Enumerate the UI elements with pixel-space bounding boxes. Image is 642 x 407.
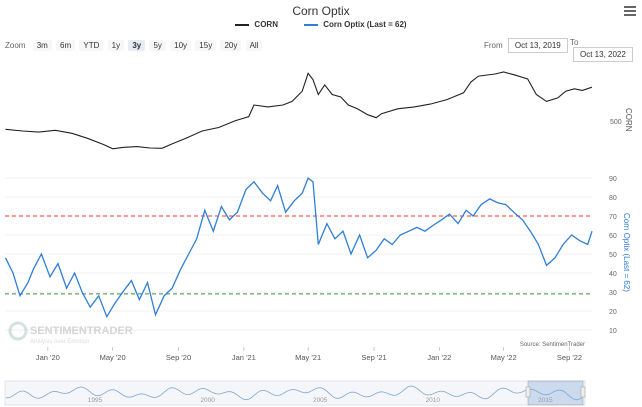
navigator-year-label: 1995 (88, 397, 103, 404)
navigator-year-label: 2005 (313, 397, 328, 404)
x-tick-label: May '20 (100, 353, 126, 362)
navigator-year-label: 2010 (426, 397, 441, 404)
range-from: From Oct 13, 2019 (484, 38, 568, 53)
optix-y-tick-label: 60 (609, 233, 617, 240)
x-tick-label: Sep '20 (166, 353, 191, 362)
navigator-left-handle[interactable] (525, 386, 531, 398)
corn-series-line (5, 71, 593, 150)
zoom-15y-button[interactable]: 15y (195, 40, 217, 51)
sentimentrader-watermark: SENTIMENTRADER Analysis over Emotion (8, 321, 133, 345)
x-tick-label: Jan '20 (36, 353, 60, 362)
legend-swatch-corn-optix (304, 23, 319, 26)
zoom-3y-button[interactable]: 3y (128, 40, 146, 51)
zoom-bar: Zoom 3m 6m YTD 1y 3y 5y 10y 15y 20y All (5, 40, 264, 53)
zoom-1y-button[interactable]: 1y (107, 40, 125, 51)
navigator-right-handle[interactable] (580, 386, 586, 398)
range-from-label: From (484, 41, 503, 50)
navigator-year-label: 2015 (538, 397, 553, 404)
x-tick-label: Jan '21 (232, 353, 256, 362)
navigator-year-label: 2000 (200, 397, 215, 404)
watermark-tagline: Analysis over Emotion (30, 339, 89, 345)
zoom-5y-button[interactable]: 5y (149, 40, 166, 51)
legend-swatch-corn (235, 23, 250, 26)
optix-y-tick-label: 50 (609, 252, 617, 259)
optix-y-tick-label: 40 (609, 271, 617, 278)
chart-title: Corn Optix (292, 4, 350, 18)
x-tick-label: Jan '22 (427, 353, 451, 362)
zoom-10y-button[interactable]: 10y (170, 40, 192, 51)
top-panel: CORN 500 (5, 71, 633, 150)
zoom-20y-button[interactable]: 20y (220, 40, 242, 51)
optix-y-tick-label: 70 (609, 214, 617, 221)
zoom-3m-button[interactable]: 3m (32, 40, 52, 51)
x-tick-label: May '22 (491, 353, 517, 362)
watermark-text: SENTIMENTRADER (30, 325, 133, 337)
optix-axis-label: Corn Optix (Last = 62) (622, 213, 631, 292)
x-tick-label: May '21 (295, 353, 321, 362)
navigator-series-line (5, 385, 583, 401)
range-to: To Oct 13, 2022 (570, 38, 642, 62)
optix-y-ticks: 10 20 30 40 50 60 70 80 90 (609, 176, 617, 335)
optix-y-tick-label: 80 (609, 195, 617, 202)
optix-y-tick-label: 30 (609, 290, 617, 297)
source-label: Source: SentimenTrader (520, 342, 585, 348)
x-tick-label: Sep '22 (557, 353, 582, 362)
zoom-label: Zoom (5, 41, 26, 50)
range-from-input[interactable]: Oct 13, 2019 (507, 38, 568, 53)
x-tick-label: Sep '21 (361, 353, 386, 362)
zoom-6m-button[interactable]: 6m (56, 40, 76, 51)
zoom-all-button[interactable]: All (245, 40, 263, 51)
legend-label-corn: CORN (254, 20, 278, 29)
bottom-panel: SENTIMENTRADER Analysis over Emotion 10 2… (4, 176, 631, 362)
chart-legend: CORN Corn Optix (Last = 62) (0, 20, 642, 29)
watermark-logo-icon (8, 321, 28, 341)
legend-item-corn[interactable]: CORN (235, 20, 278, 29)
optix-reference-lines (5, 215, 592, 295)
legend-label-corn-optix: Corn Optix (Last = 62) (323, 20, 407, 29)
optix-series-line (4, 176, 593, 319)
legend-item-corn-optix[interactable]: Corn Optix (Last = 62) (304, 20, 407, 29)
x-axis-ticks: Jan '20 May '20 Sep '20 Jan '21 May '21 Sep '… (36, 347, 582, 362)
navigator-year-labels: 1995 2000 2005 2010 2015 (88, 397, 553, 404)
corn-axis-label: CORN (624, 108, 633, 132)
navigator-selection[interactable] (527, 380, 584, 406)
optix-y-tick-label: 10 (609, 328, 617, 335)
zoom-ytd-button[interactable]: YTD (79, 40, 104, 51)
navigator[interactable]: 1995 2000 2005 2010 2015 (4, 380, 586, 406)
optix-y-tick-label: 90 (609, 176, 617, 183)
range-to-input[interactable]: Oct 13, 2022 (573, 47, 633, 62)
range-to-label: To (570, 38, 579, 47)
optix-gridlines (5, 177, 592, 331)
optix-y-tick-label: 20 (609, 309, 617, 316)
corn-y-tick-label: 500 (610, 119, 622, 126)
corn-y-ticks: 500 (610, 119, 622, 126)
hamburger-menu-icon[interactable] (624, 6, 636, 16)
